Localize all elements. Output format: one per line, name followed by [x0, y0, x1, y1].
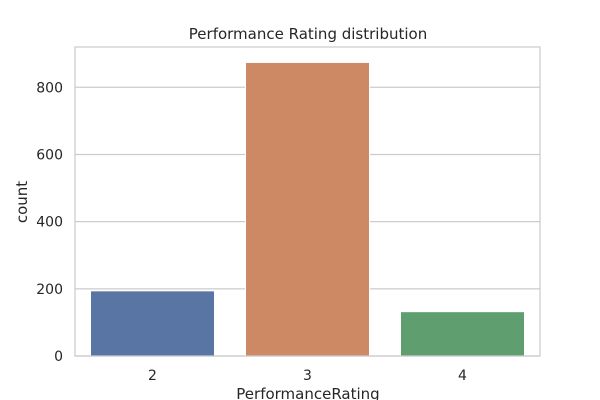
x-tick-labels: 2 3 4	[148, 368, 467, 384]
bar-4	[400, 311, 525, 357]
chart-title: Performance Rating distribution	[189, 25, 427, 43]
y-tick-labels: 0 200 400 600 800	[36, 80, 63, 365]
x-axis-label: PerformanceRating	[236, 385, 379, 400]
bar-2	[90, 290, 215, 357]
x-tick-label: 2	[148, 368, 157, 384]
y-tick-label: 200	[36, 282, 63, 298]
bar-layer	[90, 61, 525, 357]
x-tick-label: 3	[303, 368, 312, 384]
plot-frame	[74, 46, 541, 357]
y-tick-label: 0	[54, 349, 63, 365]
x-tick-label: 4	[458, 368, 467, 384]
bar-3	[245, 61, 370, 357]
y-tick-label: 400	[36, 215, 63, 231]
y-tick-label: 600	[36, 147, 63, 163]
y-axis-label: count	[13, 181, 31, 223]
y-tick-label: 800	[36, 80, 63, 96]
